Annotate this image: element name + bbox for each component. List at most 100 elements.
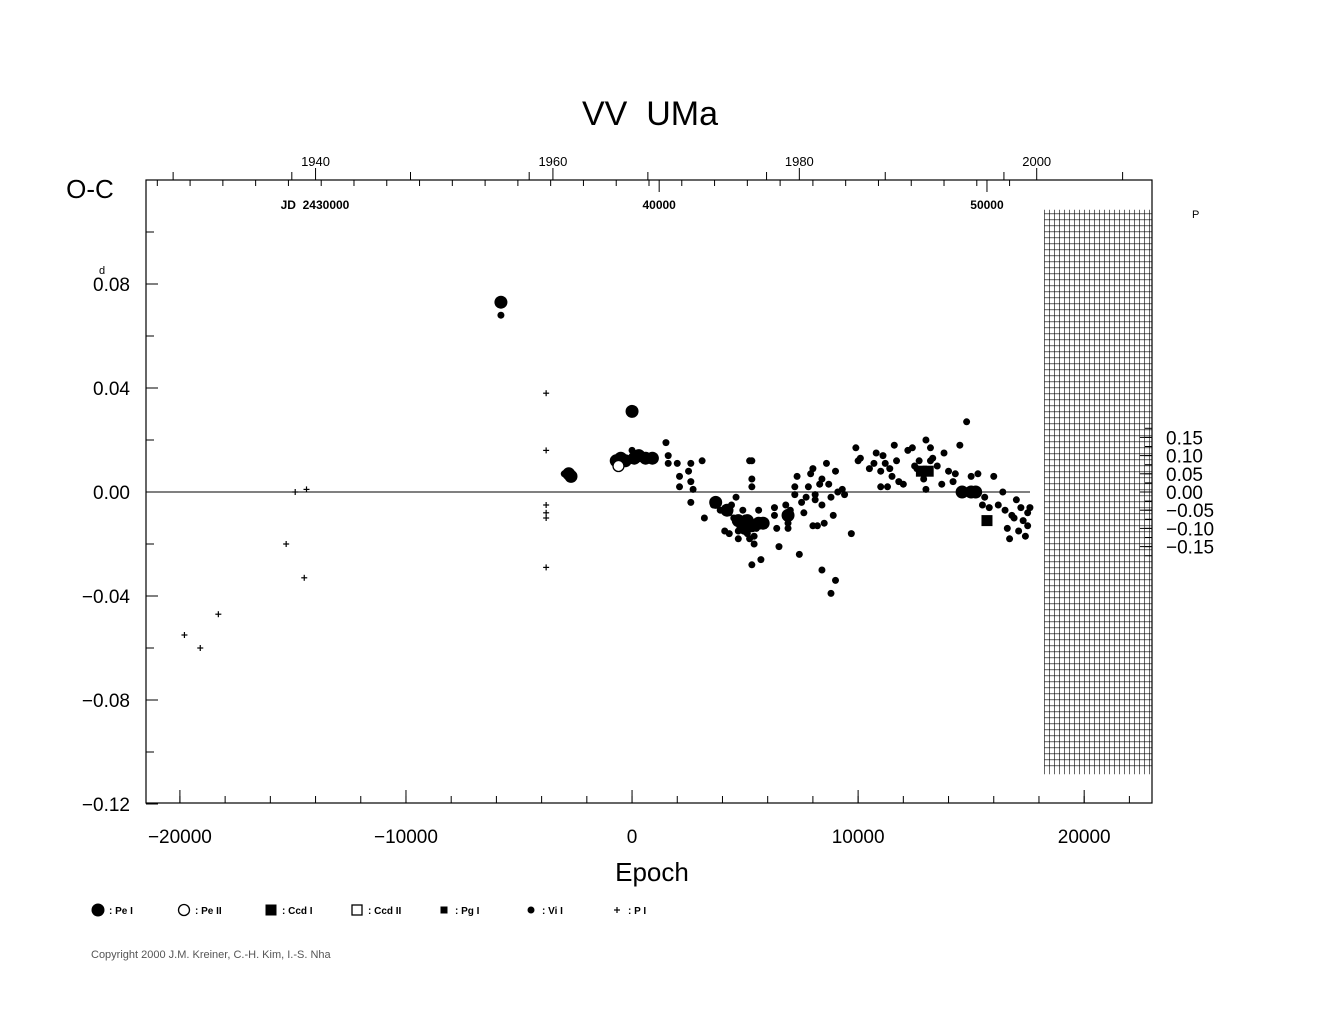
data-point-vi-i <box>908 444 916 452</box>
data-point-vi-i <box>782 501 790 509</box>
data-point-vi-i <box>913 465 921 473</box>
x-tick-label: 0 <box>627 827 638 848</box>
right-y-tick-label: −0.05 <box>1166 501 1214 522</box>
top-year-label: 1960 <box>538 154 567 169</box>
legend-label: : Ccd II <box>368 906 402 917</box>
data-point-vi-i <box>879 452 887 460</box>
data-point-vi-i <box>773 524 781 532</box>
data-point-vi-i <box>748 561 756 569</box>
data-point-vi-i <box>734 535 742 543</box>
data-point-vi-i <box>938 480 946 488</box>
data-point-vi-i <box>791 491 799 499</box>
data-point-vi-i <box>725 530 733 538</box>
top-year-label: 2000 <box>1022 154 1051 169</box>
data-point-vi-i <box>770 511 778 519</box>
data-point-vi-i <box>886 465 894 473</box>
data-point-ccd-i <box>922 465 934 477</box>
data-point-vi-i <box>990 472 998 480</box>
data-point-vi-i <box>628 446 636 454</box>
data-point-pe-i <box>645 451 659 465</box>
data-point-vi-i <box>841 491 849 499</box>
data-point-vi-i <box>811 491 819 499</box>
data-point-vi-i <box>922 436 930 444</box>
data-point-vi-i <box>1015 527 1023 535</box>
data-point-p-i <box>215 611 222 618</box>
data-point-vi-i <box>1021 532 1029 540</box>
data-point-vi-i <box>818 501 826 509</box>
data-point-vi-i <box>734 527 742 535</box>
top-year-label: 1980 <box>785 154 814 169</box>
data-point-pe-i <box>969 485 983 499</box>
data-point-vi-i <box>915 457 923 465</box>
data-point-vi-i <box>870 459 878 467</box>
data-point-vi-i <box>940 449 948 457</box>
y-tick-label: 0.04 <box>93 379 130 400</box>
data-point-p-i <box>292 489 299 495</box>
data-point-p-i <box>303 486 310 493</box>
data-point-vi-i <box>827 493 835 501</box>
data-point-vi-i <box>791 483 799 491</box>
data-point-vi-i <box>687 478 695 486</box>
data-point-vi-i <box>967 472 975 480</box>
x-tick-label: 10000 <box>832 827 885 848</box>
data-point-vi-i <box>818 566 826 574</box>
data-point-vi-i <box>1026 504 1034 512</box>
legend-marker-4 <box>440 906 448 914</box>
data-point-vi-i <box>795 550 803 558</box>
ticks: 0.080.040.00−0.04−0.08−0.120.150.100.050… <box>82 154 1214 848</box>
data-point-vi-i <box>700 514 708 522</box>
legend-label: : Pg I <box>455 906 480 917</box>
data-point-vi-i <box>922 485 930 493</box>
data-point-vi-i <box>748 475 756 483</box>
legend-label: : Vi I <box>542 906 563 917</box>
data-point-vi-i <box>933 462 941 470</box>
data-point-p-i <box>543 564 550 571</box>
data-point-vi-i <box>676 472 684 480</box>
data-point-vi-i <box>748 457 756 465</box>
data-point-p-i <box>543 509 550 516</box>
data-point-vi-i <box>698 457 706 465</box>
legend-marker-0 <box>91 903 105 917</box>
data-point-pe-i <box>625 404 639 418</box>
data-point-vi-i <box>725 509 733 517</box>
data-point-vi-i <box>709 501 717 509</box>
x-tick-label: −20000 <box>148 827 212 848</box>
data-point-vi-i <box>890 441 898 449</box>
data-point-vi-i <box>752 524 760 532</box>
data-point-vi-i <box>872 449 880 457</box>
y-tick-label: −0.12 <box>82 795 130 816</box>
y-axis-label: O-C <box>66 174 114 204</box>
data-point-p-i <box>543 515 550 521</box>
data-point-vi-i <box>775 543 783 551</box>
legend: : Pe I: Pe II: Ccd I: Ccd II: Pg I: Vi I… <box>91 903 646 917</box>
data-point-vi-i <box>963 418 971 426</box>
data-point-p-i <box>301 574 308 581</box>
legend-label: : Ccd I <box>282 906 313 917</box>
x-tick-label: −10000 <box>374 827 438 848</box>
legend-marker-1 <box>177 903 191 917</box>
future-grid <box>1044 209 1152 775</box>
legend-label: : Pe II <box>195 906 222 917</box>
data-point-vi-i <box>689 485 697 493</box>
data-point-vi-i <box>893 457 901 465</box>
data-point-vi-i <box>877 467 885 475</box>
legend-marker-5 <box>527 906 535 914</box>
data-point-vi-i <box>1024 522 1032 530</box>
data-point-vi-i <box>730 514 738 522</box>
data-point-vi-i <box>716 506 724 514</box>
data-point-vi-i <box>786 506 794 514</box>
data-point-vi-i <box>820 519 828 527</box>
data-point-p-i <box>543 447 550 454</box>
data-point-vi-i <box>981 493 989 501</box>
data-point-vi-i <box>978 501 986 509</box>
top-year-label: 1940 <box>301 154 330 169</box>
copyright-notice: Copyright 2000 J.M. Kreiner, C.-H. Kim, … <box>91 949 331 961</box>
data-point-vi-i <box>750 532 758 540</box>
data-point-vi-i <box>662 439 670 447</box>
data-point-vi-i <box>798 498 806 506</box>
data-point-vi-i <box>884 483 892 491</box>
right-y-tick-label: 0.05 <box>1166 465 1203 486</box>
legend-marker-2 <box>265 904 277 916</box>
data-points <box>181 295 1034 651</box>
